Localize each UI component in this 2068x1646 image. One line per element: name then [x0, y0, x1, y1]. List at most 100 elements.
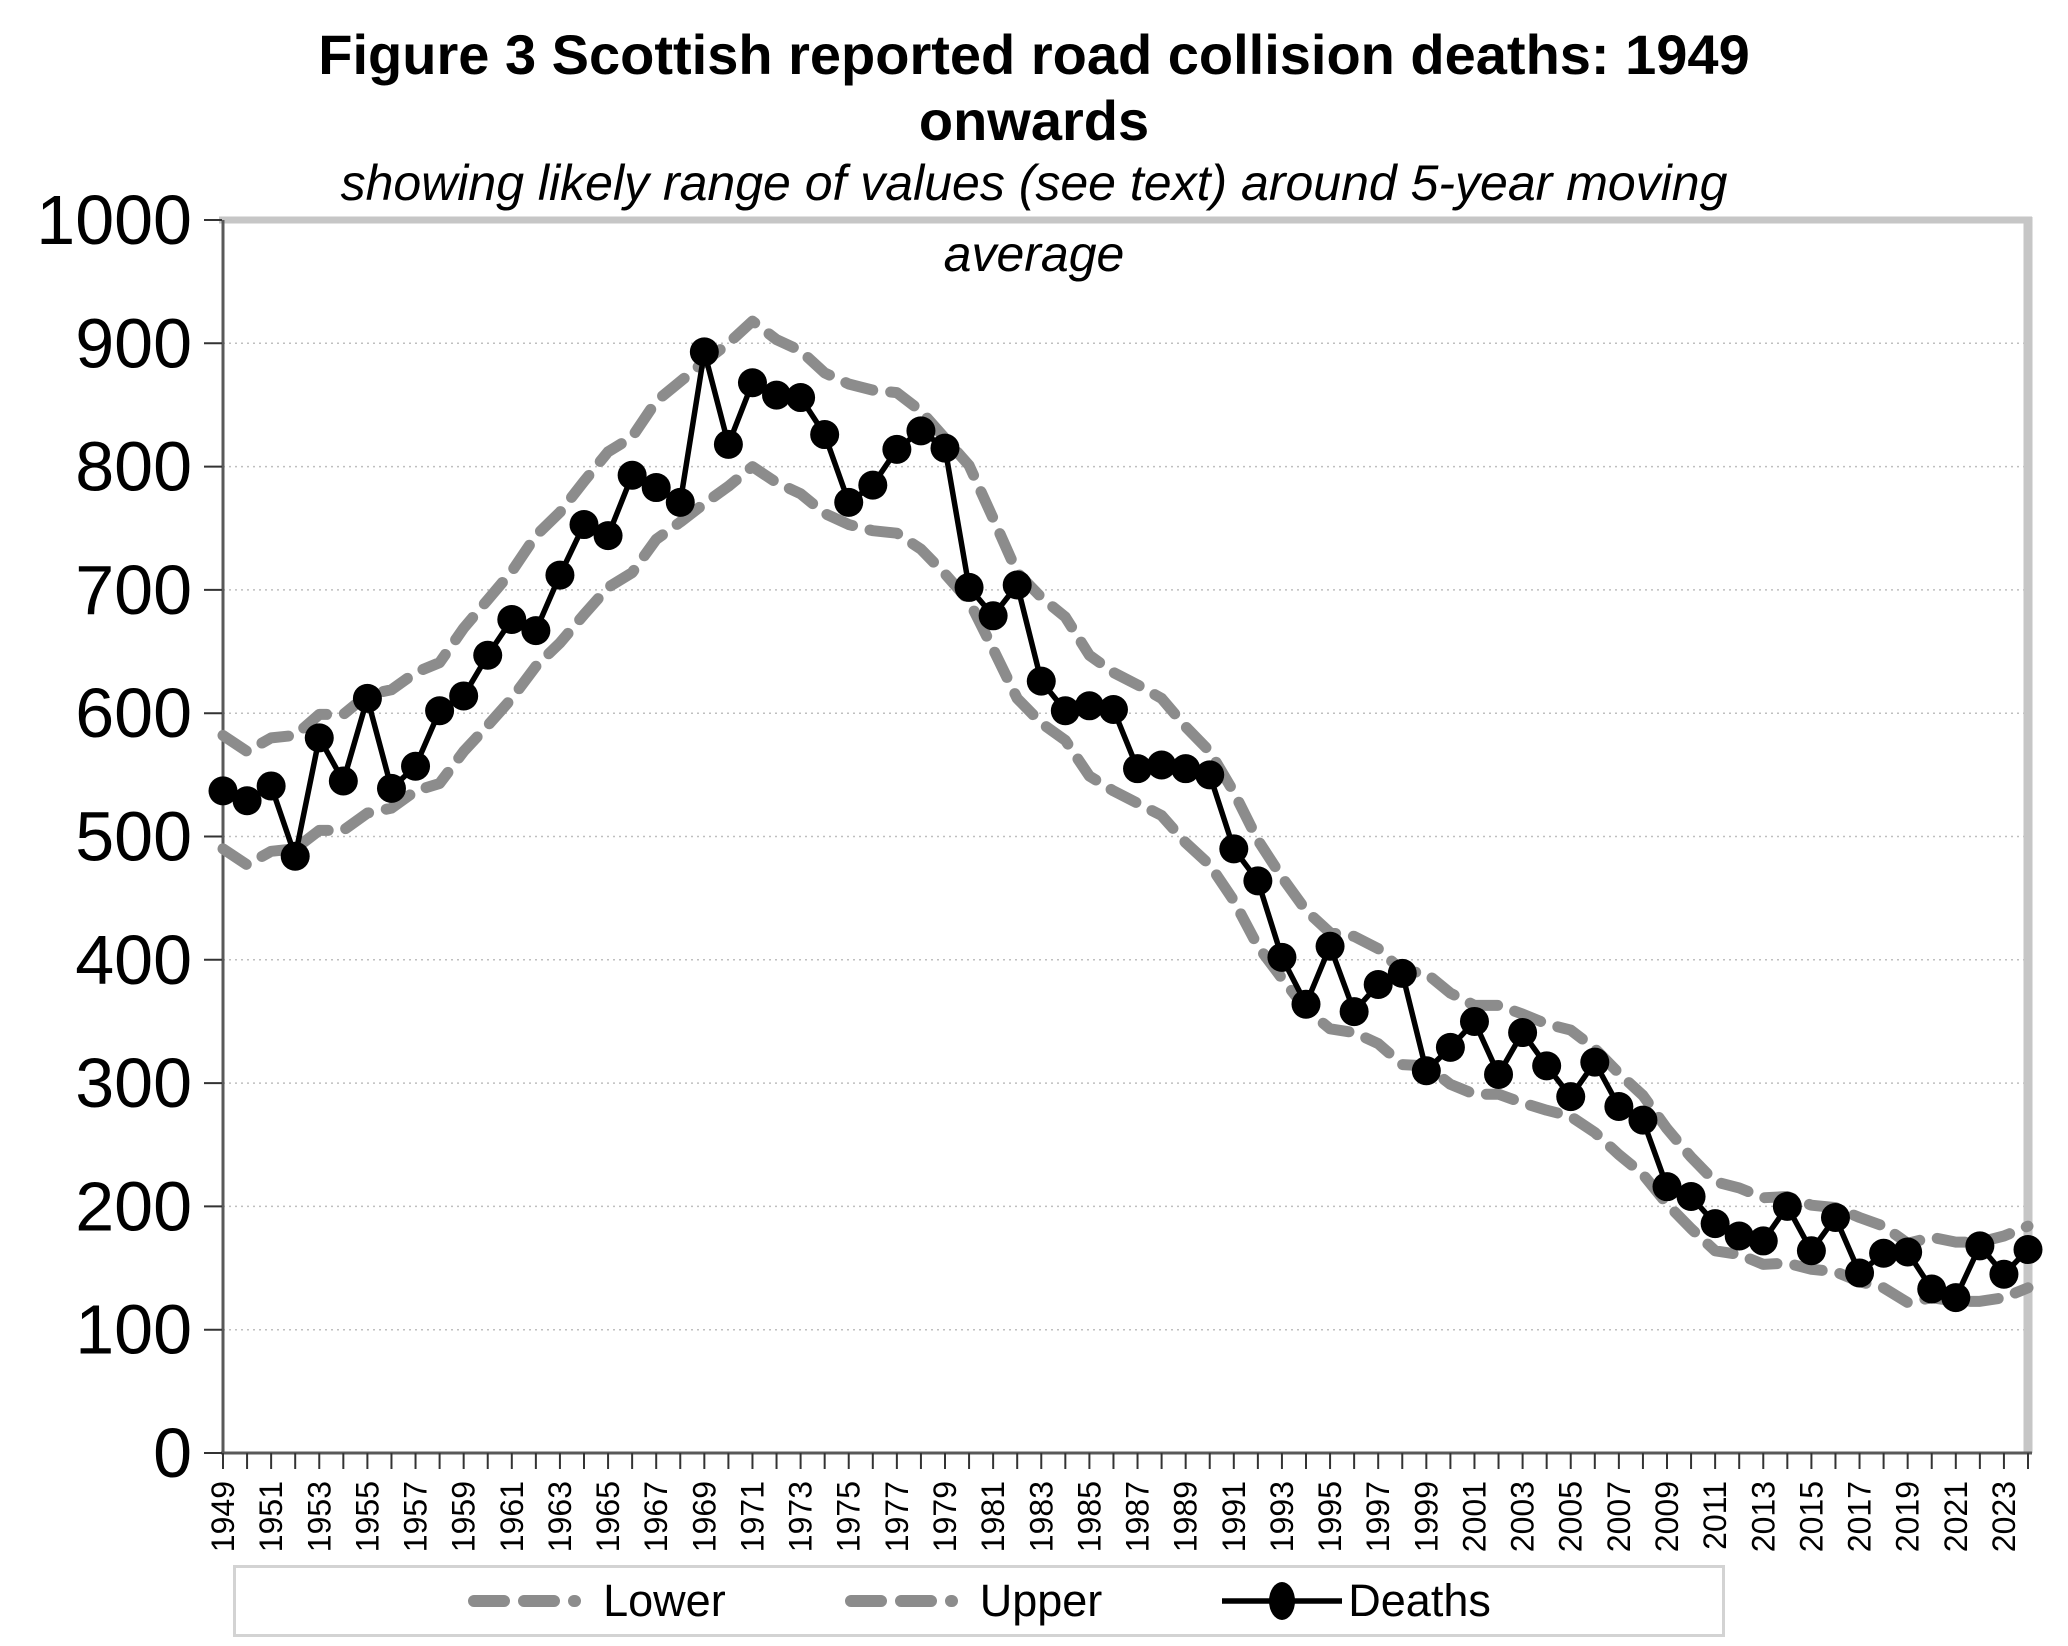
x-tick-label: 1987	[1120, 1481, 1156, 1552]
deaths-marker	[425, 696, 455, 726]
x-tick-label: 2013	[1745, 1481, 1781, 1552]
deaths-marker	[1363, 969, 1393, 999]
deaths-marker	[2013, 1235, 2043, 1265]
deaths-marker	[545, 560, 575, 590]
deaths-marker	[232, 786, 262, 816]
deaths-marker	[858, 470, 888, 500]
x-tick-label: 1975	[831, 1481, 867, 1552]
deaths-marker	[1387, 958, 1417, 988]
deaths-marker	[473, 640, 503, 670]
deaths-marker	[1676, 1182, 1706, 1212]
deaths-marker	[1965, 1231, 1995, 1261]
x-tick-label: 1951	[253, 1481, 289, 1552]
deaths-marker	[401, 751, 431, 781]
deaths-marker	[1219, 834, 1249, 864]
deaths-marker	[1315, 931, 1345, 961]
deaths-marker	[617, 460, 647, 490]
x-tick-label: 1967	[638, 1481, 674, 1552]
x-tick-label: 1995	[1312, 1481, 1348, 1552]
deaths-marker	[1532, 1051, 1562, 1081]
deaths-marker	[810, 420, 840, 450]
deaths-marker	[1098, 695, 1128, 725]
series-deaths-line	[221, 349, 2030, 1301]
deaths-marker	[256, 771, 286, 801]
y-tick-label: 300	[75, 1044, 192, 1122]
line-with-marker-icon	[1222, 1582, 1343, 1620]
y-tick-label: 100	[75, 1291, 192, 1369]
deaths-marker	[1869, 1238, 1899, 1268]
chart-subtitle-line1: showing likely range of values (see text…	[340, 155, 1728, 211]
deaths-marker	[1580, 1047, 1610, 1077]
x-tick-label: 1997	[1360, 1481, 1396, 1552]
deaths-marker	[1435, 1032, 1465, 1062]
x-tick-label: 1965	[590, 1481, 626, 1552]
x-tick-label: 1977	[879, 1481, 915, 1552]
deaths-marker	[1243, 866, 1273, 896]
x-tick-label: 1985	[1071, 1481, 1107, 1552]
deaths-marker	[1796, 1236, 1826, 1266]
deaths-marker	[954, 572, 984, 602]
chart-title-line1: Figure 3 Scottish reported road collisio…	[318, 23, 1750, 86]
deaths-marker	[1724, 1221, 1754, 1251]
x-tick-label: 1973	[783, 1481, 819, 1552]
deaths-marker	[1508, 1018, 1538, 1048]
deaths-marker	[689, 337, 719, 367]
series-upper-line	[217, 315, 2034, 1249]
y-tick-label: 800	[75, 428, 192, 506]
deaths-marker	[641, 473, 671, 503]
deaths-marker	[593, 521, 623, 551]
x-tick-label: 1999	[1408, 1481, 1444, 1552]
chart-title: Figure 3 Scottish reported road collisio…	[0, 22, 2068, 154]
deaths-marker	[1171, 754, 1201, 784]
deaths-marker	[1459, 1006, 1489, 1036]
deaths-marker	[497, 604, 527, 634]
deaths-marker	[1700, 1209, 1730, 1239]
x-tick-label: 1957	[398, 1481, 434, 1552]
deaths-marker	[1147, 750, 1177, 780]
deaths-marker	[280, 841, 310, 871]
deaths-marker	[1917, 1274, 1947, 1304]
deaths-marker	[1748, 1226, 1778, 1256]
x-tick-label: 2005	[1553, 1481, 1589, 1552]
deaths-marker	[208, 776, 238, 806]
x-tick-label: 1955	[349, 1481, 385, 1552]
deaths-marker	[1411, 1056, 1441, 1086]
chart-subtitle-line2: average	[943, 226, 1125, 282]
x-tick-label: 1981	[975, 1481, 1011, 1552]
x-tick-label: 1949	[205, 1481, 241, 1552]
y-tick-label: 500	[75, 798, 192, 876]
deaths-marker	[882, 434, 912, 464]
deaths-marker	[352, 683, 382, 713]
y-tick-label: 700	[75, 551, 192, 629]
deaths-marker	[1772, 1191, 1802, 1221]
x-tick-label: 2021	[1938, 1481, 1974, 1552]
deaths-marker	[1652, 1172, 1682, 1202]
x-tick-label: 2011	[1697, 1481, 1733, 1550]
deaths-marker	[930, 433, 960, 463]
y-tick-label: 600	[75, 674, 192, 752]
legend-item-deaths: Deaths	[1220, 1575, 1491, 1627]
deaths-marker	[978, 601, 1008, 631]
deaths-marker	[1941, 1283, 1971, 1313]
x-tick-label: 2019	[1890, 1481, 1926, 1552]
deaths-marker	[713, 429, 743, 459]
chart-legend: Lower Upper Deaths	[233, 1565, 1725, 1637]
x-tick-label: 2015	[1793, 1481, 1829, 1552]
y-tick-label: 0	[153, 1414, 192, 1492]
dashed-line-icon	[844, 1595, 976, 1607]
x-tick-label: 1993	[1264, 1481, 1300, 1552]
deaths-marker	[1267, 942, 1297, 972]
x-tick-label: 2007	[1601, 1481, 1637, 1552]
legend-item-upper: Upper	[844, 1575, 1102, 1627]
dashed-line-icon	[468, 1595, 600, 1607]
deaths-marker	[1484, 1059, 1514, 1089]
x-tick-label: 2009	[1649, 1481, 1685, 1552]
deaths-marker	[1195, 760, 1225, 790]
deaths-marker	[304, 723, 334, 753]
series-lower-line	[217, 461, 2034, 1309]
deaths-marker	[521, 616, 551, 646]
deaths-marker	[1628, 1105, 1658, 1135]
deaths-marker	[449, 681, 479, 711]
y-tick-label: 1000	[36, 181, 192, 259]
